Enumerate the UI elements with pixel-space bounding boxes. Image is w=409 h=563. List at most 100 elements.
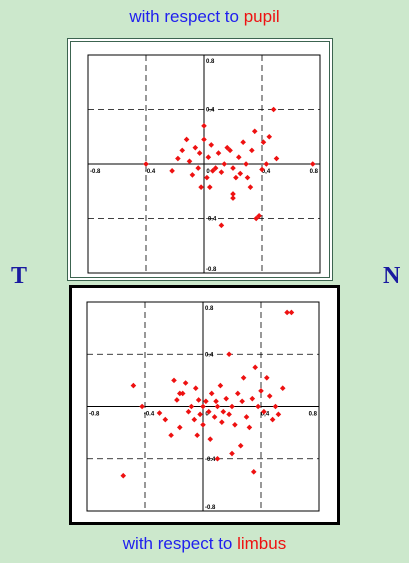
limbus-data-point	[235, 390, 241, 397]
pupil-data-point	[253, 215, 259, 222]
pupil-data-point	[209, 168, 216, 174]
limbus-data-point	[200, 403, 206, 410]
limbus-data-point	[219, 419, 225, 425]
limbus-data-point	[252, 364, 258, 371]
caption-pupil-reference: pupil	[243, 7, 280, 26]
pupil-data-point	[207, 184, 213, 190]
limbus-data-point	[229, 450, 235, 457]
limbus-data-point	[168, 432, 174, 439]
pupil-y-tick-label: 0.4	[206, 108, 215, 114]
limbus-x-tick-label: 0.8	[309, 412, 318, 418]
caption-pupil: with respect to pupil	[0, 7, 409, 27]
pupil-data-point	[247, 184, 254, 190]
pupil-y-tick-label: -0.4	[206, 217, 217, 223]
pupil-data-point	[230, 165, 236, 171]
limbus-data-point	[174, 397, 180, 403]
limbus-data-point	[188, 403, 195, 410]
pupil-data-point	[196, 150, 203, 156]
limbus-data-point	[288, 309, 295, 316]
limbus-scatter-chart: -0.8 -0.4 0 0,4 0.8 0.8 0.4 -0.4 -0.8	[86, 301, 320, 512]
caption-pupil-prefix: with respect to	[129, 7, 244, 26]
limbus-data-point	[171, 377, 177, 384]
limbus-data-point	[232, 421, 238, 428]
pupil-x-tick-label: -0.4	[145, 169, 156, 175]
pupil-data-point	[230, 195, 236, 201]
pupil-data-point	[236, 154, 242, 160]
pupil-data-point	[309, 161, 316, 167]
limbus-data-point	[269, 416, 276, 423]
pupil-data-point	[224, 144, 230, 151]
limbus-y-tick-label: 0.8	[205, 306, 214, 312]
pupil-data-point	[143, 161, 149, 167]
pupil-data-point	[249, 147, 255, 154]
pupil-data-point	[198, 184, 204, 190]
pupil-x-tick-label: -0.8	[90, 169, 101, 175]
limbus-data-point	[207, 436, 214, 442]
nasal-side-label: N	[383, 263, 401, 289]
pupil-data-point	[186, 158, 193, 165]
pupil-data-point	[259, 166, 265, 173]
pupil-data-point	[205, 154, 212, 160]
limbus-data-point	[229, 403, 235, 410]
pupil-data-point	[218, 222, 225, 229]
limbus-data-point	[243, 414, 250, 420]
limbus-data-point	[272, 403, 279, 410]
limbus-data-point	[139, 403, 145, 410]
limbus-x-tick-label: -0.8	[89, 412, 100, 418]
limbus-data-point	[156, 410, 163, 416]
pupil-data-point	[201, 123, 207, 129]
limbus-data-point	[191, 416, 198, 423]
pupil-data-point	[195, 165, 201, 171]
pupil-data-point	[270, 106, 277, 113]
pupil-data-point	[260, 139, 267, 145]
pupil-data-point	[212, 165, 219, 171]
limbus-data-point	[194, 432, 200, 439]
caption-limbus-prefix: with respect to	[122, 534, 238, 553]
limbus-data-point	[195, 397, 202, 403]
caption-limbus-reference: limbus	[237, 534, 287, 553]
limbus-data-point	[255, 403, 261, 410]
pupil-data-point	[263, 161, 270, 167]
limbus-data-point	[275, 411, 282, 418]
limbus-data-point	[214, 403, 221, 410]
pupil-data-point	[169, 168, 175, 174]
pupil-data-point	[183, 136, 190, 143]
temporal-side-label: T	[11, 263, 28, 289]
limbus-data-point	[120, 472, 127, 479]
pupil-data-point	[237, 170, 244, 177]
pupil-data-point	[233, 174, 239, 181]
limbus-data-point	[214, 455, 221, 462]
pupil-scatter-chart: -0.8 -0.4 0 0,4 0.8 0.8 0.4 -0.4 -0.8	[87, 54, 321, 274]
pupil-data-point	[256, 212, 262, 219]
limbus-y-tick-label: -0.4	[205, 457, 216, 463]
pupil-data-point	[204, 174, 210, 181]
pupil-data-point	[179, 147, 186, 154]
limbus-data-point	[261, 408, 267, 415]
limbus-data-point	[208, 390, 215, 397]
pupil-data-point	[218, 169, 225, 175]
pupil-y-tick-label: -0.8	[206, 267, 217, 273]
caption-limbus: with respect to limbus	[0, 534, 409, 554]
pupil-data-point	[189, 172, 196, 178]
limbus-data-point	[264, 374, 270, 381]
limbus-data-point	[211, 414, 218, 420]
pupil-x-tick-label: 0.8	[310, 169, 319, 175]
limbus-data-point	[246, 424, 253, 431]
limbus-data-point	[206, 408, 212, 415]
limbus-x-tick-label: 0	[205, 412, 209, 418]
limbus-data-point	[185, 408, 192, 415]
pupil-data-point	[227, 147, 233, 154]
pupil-data-point	[266, 133, 273, 140]
limbus-data-point	[192, 385, 199, 392]
pupil-x-tick-label: 0,4	[262, 169, 271, 175]
limbus-x-tick-label: -0.4	[144, 412, 155, 418]
limbus-x-tick-label: 0,4	[261, 412, 270, 418]
limbus-data-point	[266, 393, 273, 399]
pupil-data-point	[215, 150, 222, 156]
limbus-data-point	[237, 442, 244, 449]
limbus-data-point	[250, 469, 257, 475]
limbus-y-tick-label: -0.8	[205, 505, 216, 511]
pupil-y-tick-label: 0.8	[206, 59, 215, 65]
pupil-data-point	[244, 174, 251, 181]
pupil-data-point	[221, 161, 228, 167]
